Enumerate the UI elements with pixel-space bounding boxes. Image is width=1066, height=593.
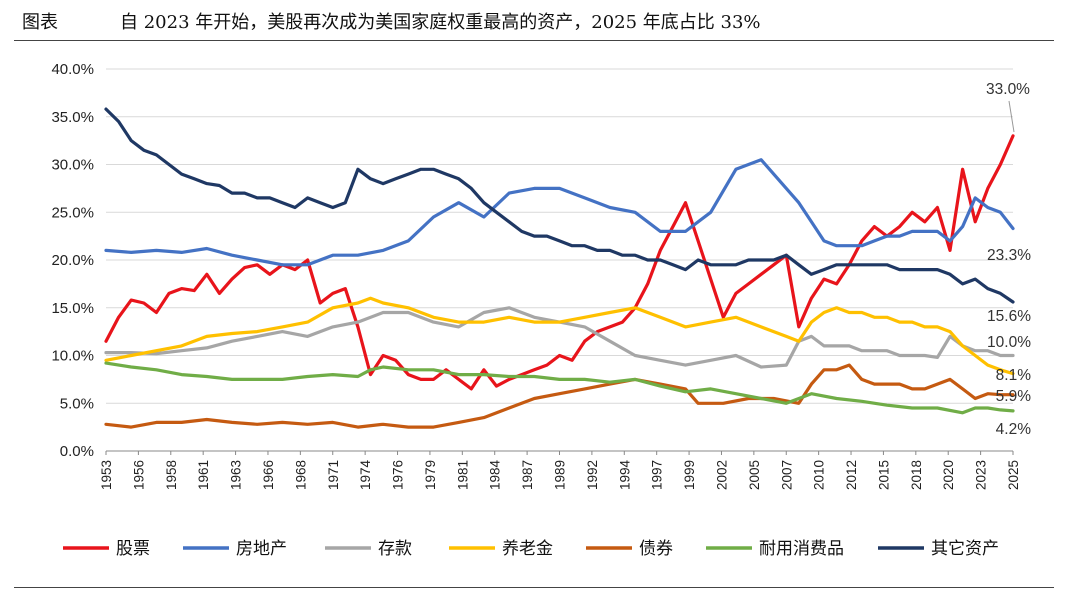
x-tick-label: 1979: [423, 460, 438, 490]
y-tick-label: 30.0%: [51, 157, 94, 174]
x-tick-label: 1971: [326, 460, 341, 490]
x-tick-label: 2012: [844, 460, 859, 490]
x-tick-label: 1963: [229, 460, 244, 490]
x-tick-label: 2005: [747, 460, 762, 490]
series-line: [104, 363, 1015, 429]
end-value-labels: 33.0% 23.3% 15.6% 10.0% 8.1% 5.9% 4.2%: [986, 81, 1031, 438]
y-tick-label: 40.0%: [51, 61, 94, 78]
x-tick-label: 1953: [99, 460, 114, 490]
y-tick-label: 15.0%: [51, 300, 94, 317]
x-tick-label: 1997: [650, 460, 665, 490]
x-tick-label: 2020: [941, 460, 956, 490]
top-rule: [14, 40, 1054, 41]
leader-line: [1008, 100, 1015, 133]
x-tick-label: 1966: [261, 460, 276, 490]
end-value-label: 15.6%: [987, 308, 1031, 325]
y-tick-label: 35.0%: [51, 109, 94, 126]
bottom-rule: [14, 587, 1054, 588]
legend-label: 房地产: [236, 539, 287, 558]
x-tick-label: 1974: [358, 460, 373, 491]
series-line: [104, 134, 1015, 391]
end-value-label: 10.0%: [987, 334, 1031, 351]
figure-label: 图表: [22, 12, 58, 33]
series-line: [104, 107, 1015, 304]
x-tick-label: 1956: [131, 460, 146, 490]
x-tick-label: 2025: [1006, 460, 1021, 490]
chart-title: 自 2023 年开始，美股再次成为美国家庭权重最高的资产，2025 年底占比 3…: [120, 12, 761, 33]
x-tick-label: 1989: [553, 460, 568, 490]
x-tick-label: 1992: [585, 460, 600, 490]
legend-label: 存款: [378, 539, 412, 558]
x-tick-label: 2018: [909, 460, 924, 490]
y-tick-label: 20.0%: [51, 252, 94, 269]
x-tick-label: 1994: [617, 460, 632, 491]
figure-header: 图表 自 2023 年开始，美股再次成为美国家庭权重最高的资产，2025 年底占…: [0, 0, 1066, 40]
x-tick-label: 1961: [196, 460, 211, 490]
x-tick-label: 2002: [714, 460, 729, 490]
y-tick-label: 10.0%: [51, 348, 94, 365]
legend-label: 其它资产: [931, 539, 999, 558]
series-line: [104, 361, 1015, 415]
legend-label: 股票: [116, 539, 150, 558]
y-tick-label: 5.0%: [60, 395, 94, 412]
x-tick-label: 2010: [812, 460, 827, 490]
series-line: [104, 158, 1015, 267]
end-value-label: 5.9%: [996, 388, 1032, 405]
x-tick-label: 2023: [974, 460, 989, 490]
legend: 股票 房地产 存款 养老金 债券 耐用消费品 其它资产: [63, 539, 999, 558]
x-tick-label: 1968: [293, 460, 308, 490]
x-tick-label: 1984: [488, 460, 503, 491]
series-lines: [104, 107, 1015, 429]
end-value-label: 23.3%: [987, 247, 1031, 264]
y-tick-label: 25.0%: [51, 204, 94, 221]
x-tick-label: 1958: [164, 460, 179, 490]
series-line: [104, 296, 1015, 376]
legend-label: 养老金: [502, 539, 553, 558]
x-axis: 1953 1956 1958 1961 1963 1966 1968 1971 1974 1976…: [99, 450, 1021, 491]
end-value-label: 33.0%: [986, 81, 1030, 98]
x-tick-label: 1987: [520, 460, 535, 490]
legend-label: 债券: [639, 539, 673, 558]
end-value-label: 8.1%: [996, 367, 1032, 384]
end-value-label: 4.2%: [996, 421, 1032, 438]
x-tick-label: 2007: [779, 460, 794, 490]
x-tick-label: 1999: [682, 460, 697, 490]
y-axis-tick-labels: 0.0% 5.0% 10.0% 15.0% 20.0% 25.0% 30.0% 35.0% 40…: [51, 61, 94, 460]
x-tick-label: 2015: [876, 460, 891, 490]
series-line: [104, 306, 1015, 369]
x-tick-label: 1976: [391, 460, 406, 490]
x-tick-label: 1981: [455, 460, 470, 490]
y-tick-label: 0.0%: [60, 443, 94, 460]
legend-label: 耐用消费品: [759, 539, 844, 558]
